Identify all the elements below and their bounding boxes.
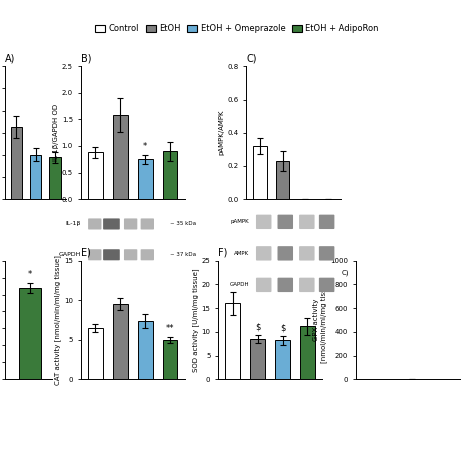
Text: C): C) [341,270,349,276]
FancyBboxPatch shape [277,278,293,292]
FancyBboxPatch shape [141,219,154,229]
FancyBboxPatch shape [256,215,272,229]
FancyBboxPatch shape [256,246,272,261]
Bar [49,157,61,199]
FancyBboxPatch shape [124,219,137,229]
FancyBboxPatch shape [319,215,334,229]
FancyBboxPatch shape [299,215,315,229]
Text: ~ 35 kDa: ~ 35 kDa [170,221,196,227]
FancyBboxPatch shape [103,249,120,260]
Bar [19,288,41,379]
FancyBboxPatch shape [319,246,334,261]
Text: C): C) [246,54,257,64]
Bar [137,321,153,379]
Text: AMPK: AMPK [234,251,249,256]
Text: F): F) [218,248,228,258]
Text: GAPDH: GAPDH [229,283,249,287]
FancyBboxPatch shape [277,215,293,229]
Text: ~ 37 kDa: ~ 37 kDa [170,252,196,257]
Text: A): A) [5,54,15,64]
Bar [10,127,22,199]
Text: pAMPK: pAMPK [230,219,249,224]
Bar [113,304,128,379]
Bar [0,105,3,199]
Text: **: ** [166,324,174,333]
Text: E): E) [81,248,91,258]
FancyBboxPatch shape [277,246,293,261]
Y-axis label: GPX activity
[nmol/min/ml/mg tissue]: GPX activity [nmol/min/ml/mg tissue] [313,277,327,363]
FancyBboxPatch shape [88,219,101,229]
Bar [226,303,240,379]
FancyBboxPatch shape [319,278,334,292]
Legend: Control, EtOH, EtOH + Omeprazole, EtOH + AdipoRon: Control, EtOH, EtOH + Omeprazole, EtOH +… [95,24,379,33]
Text: IL-1β: IL-1β [65,221,81,227]
Bar [275,340,290,379]
Bar [137,159,153,199]
Bar [300,326,315,379]
Bar [253,146,267,199]
Bar [250,339,265,379]
Text: GAPDH: GAPDH [58,252,81,257]
FancyBboxPatch shape [299,246,315,261]
Bar [30,155,41,199]
Bar [276,161,289,199]
Text: $: $ [255,322,260,331]
Y-axis label: pAMPK/AMPK: pAMPK/AMPK [219,110,225,155]
Text: $: $ [280,324,285,333]
FancyBboxPatch shape [256,278,272,292]
Bar [113,115,128,199]
FancyBboxPatch shape [124,249,137,260]
FancyBboxPatch shape [299,278,315,292]
Text: *: * [143,142,147,151]
Bar [88,328,103,379]
Text: *: * [28,270,32,279]
Text: B): B) [81,54,91,64]
Y-axis label: CAT activity [nmol/min/ml/mg tissue]: CAT activity [nmol/min/ml/mg tissue] [55,255,61,385]
Bar [88,152,103,199]
FancyBboxPatch shape [88,249,101,260]
Y-axis label: IL-1β/GAPDH OD: IL-1β/GAPDH OD [53,104,59,161]
FancyBboxPatch shape [103,219,120,229]
Y-axis label: SOD activity [U/ml/mg tissue]: SOD activity [U/ml/mg tissue] [192,268,199,372]
FancyBboxPatch shape [141,249,154,260]
Bar [163,151,177,199]
Bar [163,340,177,379]
